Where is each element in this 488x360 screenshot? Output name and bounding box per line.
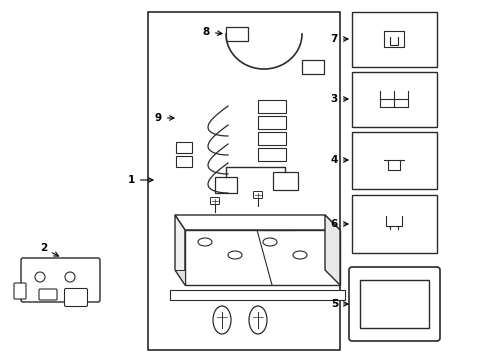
FancyBboxPatch shape (253, 192, 262, 198)
Polygon shape (325, 215, 339, 285)
FancyBboxPatch shape (39, 289, 57, 300)
Bar (351, 12, 436, 67)
Bar (176, 156, 192, 167)
FancyBboxPatch shape (14, 283, 26, 299)
Polygon shape (175, 215, 184, 285)
Circle shape (65, 272, 75, 282)
Bar (302, 60, 324, 74)
Bar (258, 116, 285, 129)
Polygon shape (170, 290, 345, 300)
Polygon shape (184, 230, 339, 285)
Polygon shape (175, 270, 184, 285)
FancyBboxPatch shape (348, 267, 439, 341)
Bar (351, 72, 436, 127)
Ellipse shape (263, 238, 276, 246)
FancyBboxPatch shape (64, 288, 87, 306)
Bar (258, 148, 285, 161)
Bar (359, 280, 428, 328)
FancyBboxPatch shape (210, 198, 219, 204)
Polygon shape (175, 215, 339, 230)
Bar (215, 177, 237, 193)
Text: 4: 4 (330, 155, 347, 165)
Ellipse shape (198, 238, 212, 246)
Circle shape (35, 272, 45, 282)
Text: 3: 3 (330, 94, 347, 104)
Text: 7: 7 (330, 34, 347, 44)
FancyBboxPatch shape (21, 258, 100, 302)
Ellipse shape (227, 251, 242, 259)
Text: 8: 8 (203, 27, 222, 37)
Bar (148, 12, 339, 350)
Ellipse shape (292, 251, 306, 259)
Bar (351, 132, 436, 189)
Text: 2: 2 (40, 243, 59, 256)
Text: 1: 1 (127, 175, 153, 185)
Text: 5: 5 (330, 299, 347, 309)
Bar (258, 100, 285, 113)
Bar (258, 132, 285, 145)
Ellipse shape (248, 306, 266, 334)
Bar (176, 142, 192, 153)
Bar (272, 172, 297, 190)
Text: 9: 9 (155, 113, 174, 123)
Bar (225, 27, 247, 41)
Ellipse shape (213, 306, 230, 334)
Bar (351, 195, 436, 253)
Text: 6: 6 (330, 219, 347, 229)
